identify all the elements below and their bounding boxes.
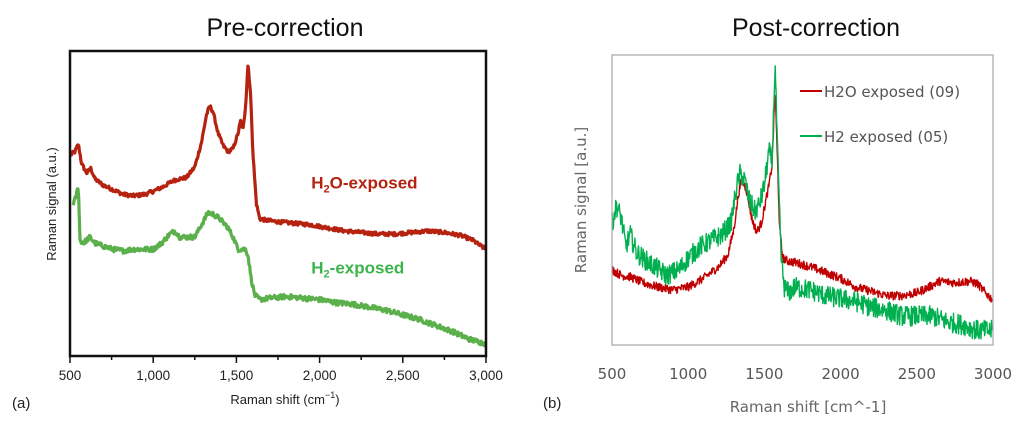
x-tick-label: 1,000	[136, 368, 170, 383]
x-tick-label: 500	[598, 365, 627, 383]
x-axis-label: Raman shift (cm−1)	[230, 390, 339, 407]
panel-label: (b)	[543, 395, 561, 412]
x-tick-label: 3000	[974, 365, 1012, 383]
chart-title: Post-correction	[732, 14, 900, 42]
legend: H2O exposed (09) H2 exposed (05)	[800, 83, 960, 146]
x-tick-label: 500	[59, 368, 82, 383]
x-tick-label: 1,500	[220, 368, 254, 383]
series-annotation: H2O-exposed	[311, 173, 417, 195]
x-axis: 500 1,000 1,500 2,000 2,500 3,000	[59, 356, 503, 383]
x-tick-label: 1000	[669, 365, 707, 383]
x-axis: 500 1000 1500 2000 2500 3000	[598, 365, 1012, 383]
plot-frame	[68, 49, 488, 358]
chart-title: Pre-correction	[207, 14, 364, 42]
series-group	[69, 64, 487, 348]
panel-label: (a)	[12, 395, 30, 412]
series-line-h2-exposed-05-	[611, 65, 994, 340]
annotations: H2O-exposed H2-exposed	[311, 173, 417, 280]
series-group	[611, 65, 994, 340]
chart-pre-correction: Pre-correction 500 1,000 1,500 2,000 2,500 3,…	[12, 14, 503, 412]
x-tick-label: 2,000	[303, 368, 337, 383]
x-axis-label: Raman shift [cm^-1]	[730, 398, 887, 416]
x-tick-label: 3,000	[469, 368, 503, 383]
y-axis-label: Raman signal [a.u.]	[572, 127, 590, 273]
series-line-h2o-exposed-09-	[611, 95, 994, 303]
series-annotation: H2-exposed	[311, 259, 404, 281]
legend-label: H2O exposed (09)	[824, 83, 960, 101]
x-tick-label: 2000	[822, 365, 860, 383]
plot-frame	[611, 54, 994, 346]
legend-label: H2 exposed (05)	[824, 128, 948, 146]
x-tick-label: 2,500	[386, 368, 420, 383]
series-line-h2o-exposed	[69, 64, 487, 251]
y-axis-label: Raman signal (a.u.)	[44, 147, 59, 260]
x-tick-label: 2500	[898, 365, 936, 383]
x-tick-label: 1500	[745, 365, 783, 383]
series-line-h2-exposed	[71, 187, 487, 348]
chart-post-correction: Post-correction 500 1000 1500 2000 2500 3000 …	[543, 14, 1012, 416]
